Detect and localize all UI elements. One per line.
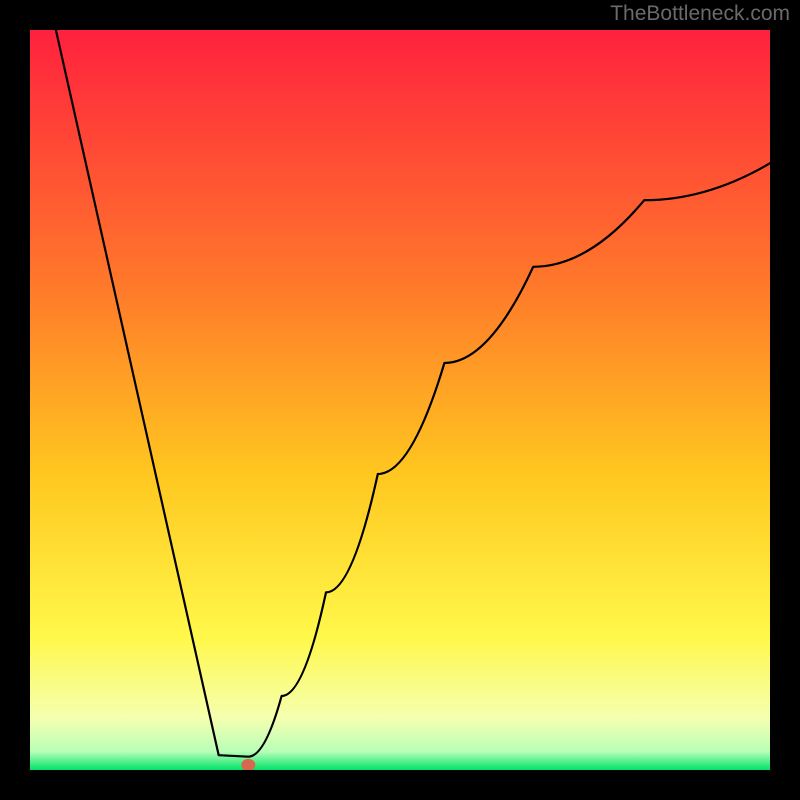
watermark-text: TheBottleneck.com [610,2,790,26]
plot-area [30,30,770,770]
bottleneck-curve [56,30,770,757]
optimal-point-marker [241,759,255,770]
chart-frame: TheBottleneck.com [0,0,800,800]
curve-svg [30,30,770,770]
